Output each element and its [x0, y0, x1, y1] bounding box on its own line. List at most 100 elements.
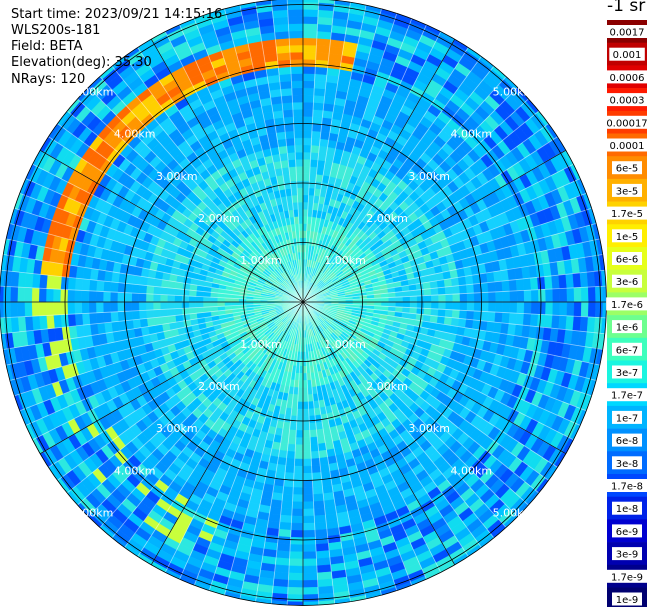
heatmap-cell — [167, 308, 176, 317]
heatmap-cell — [202, 301, 211, 308]
heatmap-cell — [302, 137, 312, 146]
ray-separator — [57, 123, 304, 303]
heatmap-cell — [315, 52, 330, 61]
heatmap-cell — [310, 457, 321, 467]
heatmap-cell — [124, 301, 133, 312]
ray-separator — [255, 301, 304, 602]
heatmap-cell — [312, 109, 324, 118]
heatmap-cell — [572, 315, 582, 332]
heatmap-cell — [302, 166, 311, 174]
heatmap-cell — [10, 316, 20, 333]
heatmap-cell — [566, 287, 575, 303]
heatmap-cell — [52, 288, 61, 303]
ray-separator — [66, 301, 304, 494]
heatmap-cell — [174, 295, 183, 303]
ray-separator — [208, 301, 304, 591]
ray-separator — [302, 301, 351, 602]
heatmap-cell — [109, 301, 118, 313]
heatmap-cell — [302, 123, 313, 132]
heatmap-cell — [289, 551, 304, 560]
heatmap-cell — [302, 415, 310, 424]
heatmap-cell — [573, 301, 582, 317]
heatmap-cell — [310, 137, 321, 147]
heatmap-cell — [53, 314, 62, 329]
heatmap-cell — [302, 565, 318, 574]
heatmap-cell — [302, 116, 313, 124]
ray-separator — [224, 301, 304, 596]
heatmap-cell — [291, 501, 304, 510]
heatmap-cell — [296, 415, 304, 424]
heatmap-cell — [74, 301, 83, 315]
heatmap-cell — [423, 295, 432, 303]
heatmap-cell — [302, 158, 311, 167]
heatmap-cell — [117, 311, 126, 322]
ray-separator — [302, 301, 558, 468]
heatmap-cell — [538, 301, 547, 315]
heatmap-cell — [302, 522, 316, 531]
heatmap-cell — [587, 301, 596, 318]
heatmap-cell — [551, 274, 560, 290]
heatmap-cell — [302, 572, 318, 581]
heatmap-cell — [131, 292, 140, 303]
reflectivity-cells — [0, 0, 607, 606]
ray-separator — [9, 223, 304, 303]
heatmap-cell — [315, 543, 330, 552]
heatmap-cell — [288, 572, 304, 581]
heatmap-cell — [430, 287, 439, 296]
heatmap-cell — [444, 309, 453, 318]
heatmap-cell — [319, 138, 329, 148]
heatmap-cell — [38, 287, 47, 303]
ray-separator — [32, 301, 304, 441]
ray-separator — [19, 301, 304, 412]
heatmap-cell — [195, 296, 204, 303]
heatmap-cell — [317, 585, 334, 595]
ray-separator — [137, 301, 304, 557]
heatmap-cell — [302, 23, 318, 32]
ray-separator — [302, 8, 382, 303]
heatmap-cell — [302, 130, 313, 139]
heatmap-cell — [110, 281, 119, 293]
heatmap-cell — [312, 116, 323, 125]
ray-separator — [164, 301, 304, 573]
heatmap-cell — [294, 458, 304, 467]
heatmap-cell — [302, 173, 310, 182]
heatmap-cell — [416, 295, 425, 303]
heatmap-cell — [174, 301, 183, 309]
ray-separator — [302, 24, 427, 303]
ray-separator — [9, 301, 304, 381]
ray-separator — [48, 136, 304, 303]
heatmap-cell — [285, 457, 296, 467]
heatmap-cell — [59, 301, 68, 315]
heatmap-cell — [302, 194, 309, 203]
heatmap-cell — [558, 274, 568, 289]
heatmap-cell — [290, 522, 304, 531]
heatmap-cell — [159, 301, 168, 310]
heatmap-cell — [495, 301, 504, 313]
ray-separator — [193, 301, 304, 586]
heatmap-cell — [402, 296, 411, 303]
heatmap-cell — [67, 313, 77, 327]
heatmap-cell — [110, 311, 119, 323]
ray-separator — [302, 301, 607, 319]
heatmap-cell — [312, 486, 324, 495]
heatmap-cell — [437, 286, 446, 296]
heatmap-cell — [117, 292, 125, 303]
heatmap-cell — [24, 287, 33, 303]
ray-separator — [164, 31, 304, 303]
heatmap-cell — [302, 458, 312, 467]
heatmap-cell — [31, 315, 41, 331]
heatmap-cell — [67, 277, 77, 291]
heatmap-cell — [302, 430, 311, 438]
heatmap-cell — [302, 480, 313, 488]
heatmap-cell — [292, 487, 304, 496]
heatmap-cell — [515, 312, 525, 326]
heatmap-cell — [302, 472, 313, 481]
heatmap-cell — [24, 301, 33, 317]
heatmap-cell — [293, 480, 304, 488]
heatmap-cell — [275, 463, 287, 473]
ray-separator — [302, 301, 587, 412]
heatmap-cell — [145, 285, 155, 295]
heatmap-cell — [302, 487, 314, 496]
heatmap-cell — [587, 286, 596, 303]
ray-separator — [14, 301, 304, 397]
